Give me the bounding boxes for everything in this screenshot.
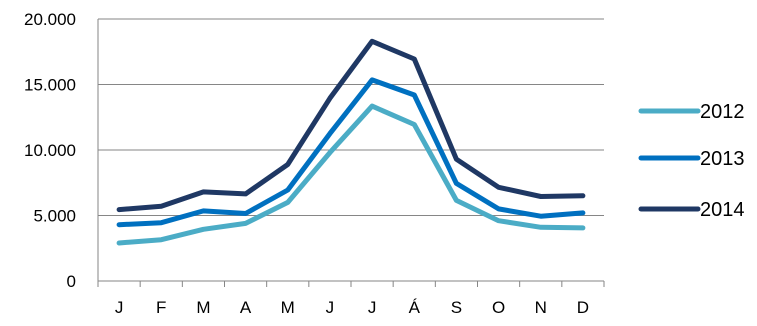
y-tick-label: 5.000 (33, 207, 76, 226)
x-tick-label: M (281, 298, 295, 317)
x-tick-label: O (492, 298, 505, 317)
legend: 2012 2013 2014 (641, 101, 745, 221)
x-tick-label: N (535, 298, 547, 317)
x-tick-label: Á (409, 298, 421, 317)
legend-label: 2012 (700, 101, 745, 123)
y-tick-label: 0 (67, 272, 76, 291)
x-tick-label: J (326, 298, 335, 317)
gridlines (98, 19, 604, 216)
x-tick-label: D (577, 298, 589, 317)
y-tick-label: 20.000 (24, 10, 76, 29)
series-line-2014 (119, 41, 583, 209)
series-lines (119, 41, 583, 243)
x-tick-label: J (368, 298, 377, 317)
axes: 0 5.000 10.000 15.000 20.000 J F M A M J J Á S O N D (24, 10, 604, 317)
y-tick-label: 10.000 (24, 141, 76, 160)
legend-label: 2013 (700, 148, 745, 170)
y-tick-label: 15.000 (24, 76, 76, 95)
x-tick-label: F (156, 298, 166, 317)
series-line-2012 (119, 106, 583, 243)
legend-label: 2014 (700, 199, 745, 221)
x-tick-label: S (451, 298, 462, 317)
x-tick-label: A (240, 298, 252, 317)
x-tick-label: M (196, 298, 210, 317)
x-tick-label: J (115, 298, 124, 317)
series-line-2013 (119, 80, 583, 225)
